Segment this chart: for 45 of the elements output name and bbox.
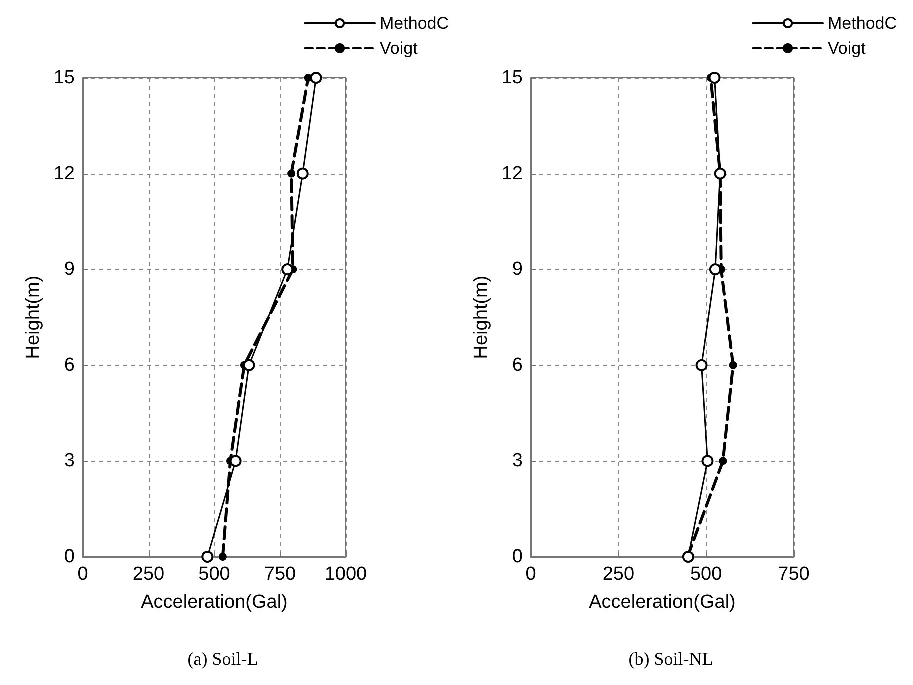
point: [296, 168, 309, 180]
text: (a) Soil-L: [188, 649, 258, 669]
text: (b) Soil-NL: [628, 649, 714, 669]
point: [288, 170, 296, 178]
y-tick-label: 0: [512, 546, 523, 568]
point: [202, 551, 214, 563]
x-tick-label: 250: [602, 564, 635, 585]
legend-label: Voigt: [380, 39, 418, 58]
x-axis-title: Acceleration(Gal): [141, 592, 288, 613]
x-tick-label: 500: [198, 564, 230, 585]
y-tick-label: 6: [64, 354, 75, 376]
y-tick-label: 3: [512, 450, 523, 472]
point: [243, 359, 256, 372]
point: [708, 72, 721, 84]
y-tick-label: 12: [54, 163, 75, 184]
y-tick-label: 0: [64, 546, 75, 568]
y-tick-label: 12: [502, 163, 523, 184]
x-tick-label: 0: [526, 564, 536, 585]
y-tick-label: 15: [502, 68, 523, 88]
legend-label: Voigt: [828, 39, 866, 58]
point: [282, 264, 294, 276]
point: [719, 457, 728, 466]
y-tick-label: 9: [512, 259, 523, 280]
point: [310, 72, 322, 84]
x-tick-label: 0: [78, 564, 88, 585]
point: [218, 553, 227, 561]
point: [696, 359, 708, 372]
legend-label: MethodC: [380, 14, 450, 33]
x-tick-label: 750: [778, 564, 810, 585]
x-tick-label: 250: [132, 564, 165, 585]
y-axis-title: Height(m): [470, 276, 492, 360]
x-axis-title: Acceleration(Gal): [589, 592, 736, 613]
x-tick-label: 750: [264, 564, 296, 585]
point: [682, 551, 694, 563]
y-tick-label: 9: [64, 259, 75, 280]
y-axis-title: Height(m): [22, 276, 44, 360]
point: [729, 361, 738, 370]
legend-label: MethodC: [828, 14, 898, 33]
point: [709, 264, 722, 276]
y-tick-label: 15: [54, 68, 75, 88]
y-tick-label: 3: [64, 450, 75, 472]
y-tick-label: 6: [512, 354, 523, 376]
x-tick-label: 500: [690, 564, 722, 585]
x-tick-label: 1000: [324, 564, 368, 585]
point: [702, 455, 714, 468]
